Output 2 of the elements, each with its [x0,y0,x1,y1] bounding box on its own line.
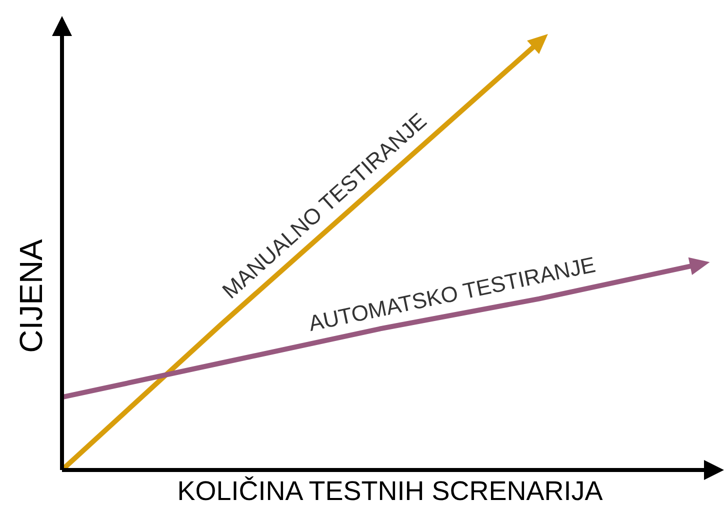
y-axis-title: CIJENA [13,238,49,353]
x-axis-title: KOLIČINA TESTNIH SCRENARIJA [177,476,603,506]
